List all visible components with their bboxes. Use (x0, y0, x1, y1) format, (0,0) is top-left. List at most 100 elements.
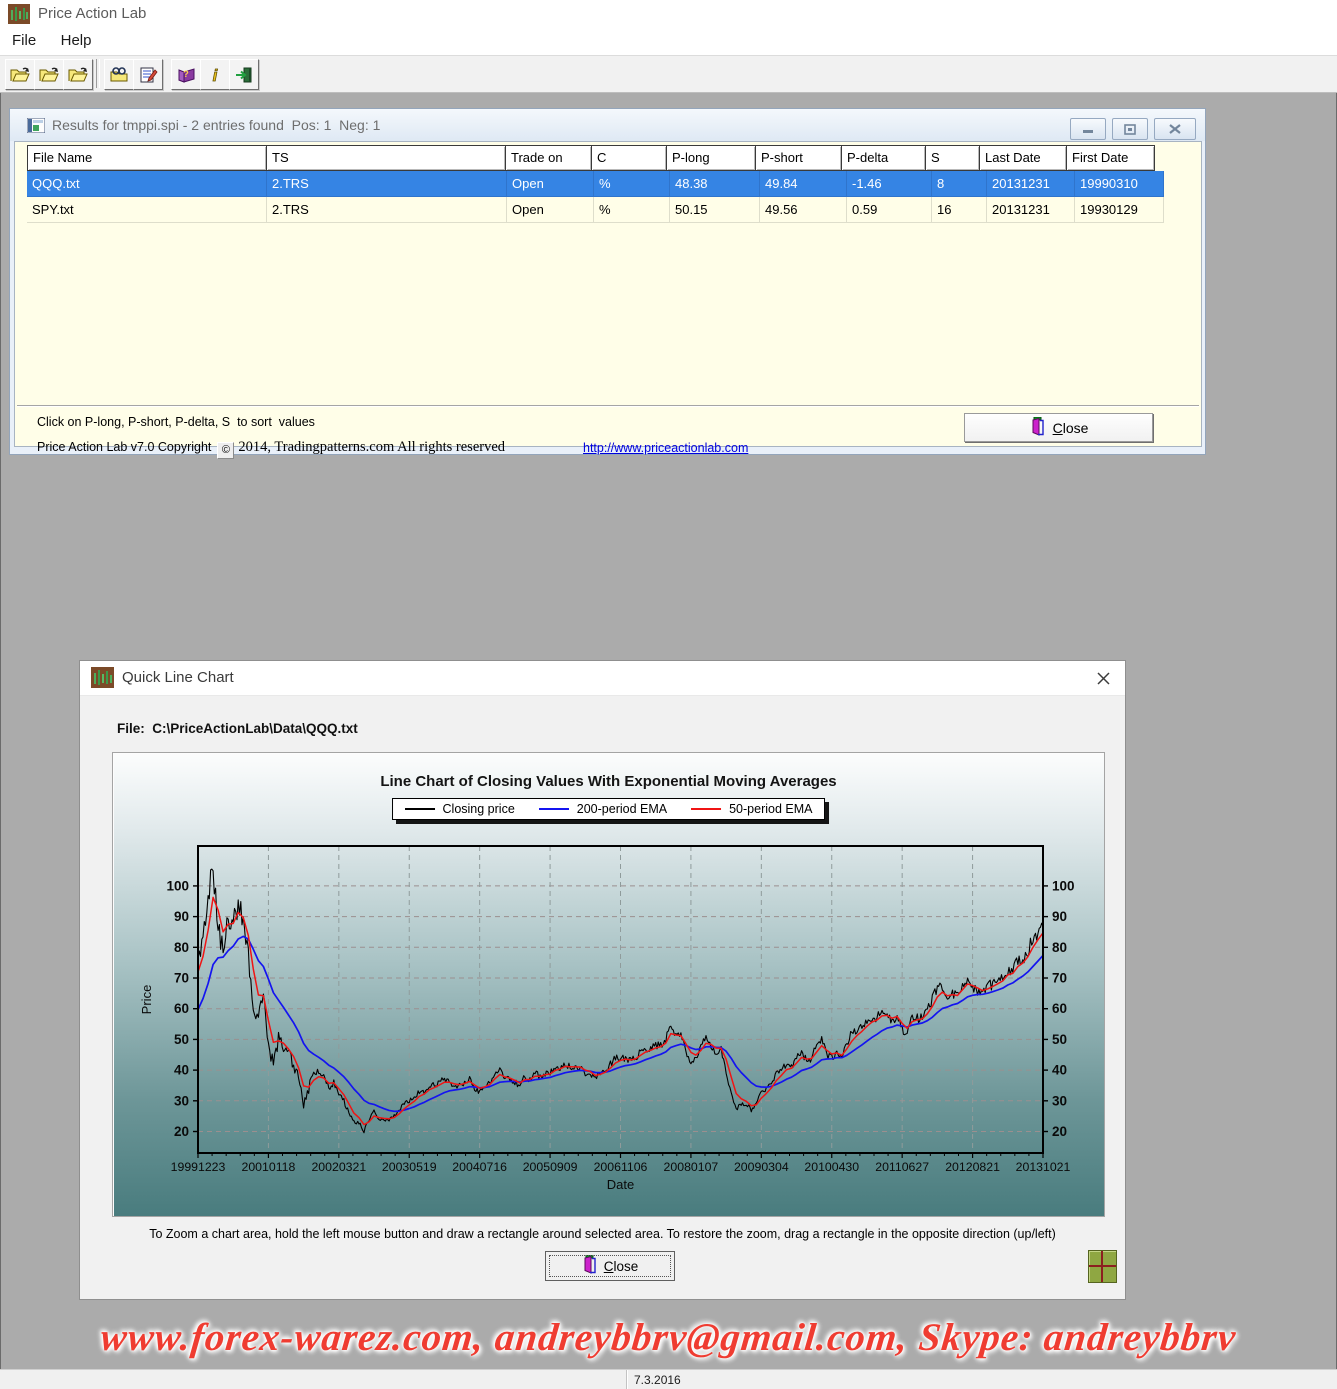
app-title: Price Action Lab (38, 5, 147, 22)
edit-report-button[interactable] (133, 59, 163, 90)
cell: % (594, 171, 670, 197)
open-file-button-2[interactable] (34, 59, 64, 90)
svg-text:30: 30 (1052, 1093, 1067, 1108)
results-window-title: Results for tmppi.spi - 2 entries found … (52, 117, 381, 133)
svg-text:20120821: 20120821 (945, 1160, 1000, 1174)
svg-text:30: 30 (174, 1093, 189, 1108)
column-header-c[interactable]: C (591, 145, 667, 171)
cell: Open (507, 171, 594, 197)
column-header-s[interactable]: S (925, 145, 980, 171)
chart-close-x-button[interactable] (1093, 669, 1113, 687)
column-header-ts[interactable]: TS (266, 145, 506, 171)
close-window-button[interactable] (1154, 118, 1196, 140)
help-book-button[interactable]: ? (171, 59, 201, 90)
svg-text:90: 90 (1052, 909, 1067, 924)
zoom-instruction-text: To Zoom a chart area, hold the left mous… (149, 1227, 1056, 1241)
app-titlebar[interactable]: Price Action Lab (0, 0, 1337, 28)
toolbar-separator (96, 59, 100, 88)
chart-close-button[interactable]: Close (545, 1251, 675, 1281)
column-header-last-date[interactable]: Last Date (979, 145, 1067, 171)
app-icon (8, 4, 30, 24)
svg-text:20020321: 20020321 (311, 1160, 366, 1174)
chart-legend: Closing price 200-period EMA 50-period EMA (391, 798, 826, 820)
legend-item-200-period-ema: 200-period EMA (538, 802, 667, 816)
cell: 0.59 (847, 197, 932, 223)
info-button[interactable]: i (200, 59, 230, 90)
chart-crosshair-button[interactable] (1088, 1250, 1117, 1283)
svg-text:20030519: 20030519 (382, 1160, 437, 1174)
legend-swatch (404, 808, 435, 810)
column-header-p-long[interactable]: P-long (666, 145, 756, 171)
chart-title: Line Chart of Closing Values With Expone… (380, 773, 837, 790)
menu-file[interactable]: File (12, 32, 37, 49)
status-segment (0, 1370, 627, 1389)
svg-text:50: 50 (174, 1032, 189, 1047)
chart-panel[interactable]: 20 20 30 30 40 40 50 50 60 60 70 70 80 80 90 90 100 100 19… (112, 752, 1105, 1217)
status-date: 7.3.2016 (634, 1373, 681, 1387)
priceactionlab-link[interactable]: http://www.priceactionlab.com (583, 441, 749, 455)
svg-text:20100430: 20100430 (804, 1160, 859, 1174)
open-file-button-3[interactable] (63, 59, 93, 90)
divider (17, 405, 1199, 407)
column-header-trade-on[interactable]: Trade on (505, 145, 592, 171)
cell: SPY.txt (27, 197, 267, 223)
table-row-qqq.txt[interactable]: QQQ.txt 2.TRS Open% 48.38 49.84 -1.46 8 2013123… (27, 171, 1164, 197)
cell: QQQ.txt (27, 171, 267, 197)
svg-text:?: ? (183, 69, 189, 79)
cell: Open (507, 197, 594, 223)
sort-hint-text: Click on P-long, P-short, P-delta, S to … (37, 415, 315, 429)
cell: 49.84 (760, 171, 847, 197)
table-row-spy.txt[interactable]: SPY.txt 2.TRS Open% 50.15 49.56 0.59 16 2013123… (27, 197, 1164, 223)
copyright-suffix: 2014, Tradingpatterns.com All rights res… (238, 439, 506, 455)
cell: 2.TRS (267, 171, 507, 197)
column-header-file-name[interactable]: File Name (27, 145, 267, 171)
svg-text:90: 90 (174, 909, 189, 924)
legend-swatch (538, 808, 569, 810)
cell: 48.38 (670, 171, 760, 197)
svg-text:20110627: 20110627 (875, 1160, 929, 1174)
column-header-p-delta[interactable]: P-delta (841, 145, 926, 171)
exit-button[interactable] (229, 59, 259, 90)
open-file-button-1[interactable] (5, 59, 35, 90)
svg-text:20080107: 20080107 (664, 1160, 719, 1174)
results-window-body: File Name TS Trade on C P-long P-short P-delta… (14, 141, 1202, 459)
scan-folder-button[interactable] (104, 59, 134, 90)
svg-text:20040716: 20040716 (452, 1160, 507, 1174)
chart-window-titlebar[interactable]: Quick Line Chart (80, 661, 1125, 696)
menu-help[interactable]: Help (60, 32, 92, 49)
quick-line-chart-window: Quick Line Chart File: C:\PriceActionLab… (79, 660, 1126, 1300)
results-window-icon (26, 117, 46, 134)
svg-text:i: i (213, 66, 219, 84)
maximize-button[interactable] (1112, 118, 1148, 140)
cell: % (594, 197, 670, 223)
cell: 50.15 (670, 197, 760, 223)
chart-file-label: File: C:\PriceActionLab\Data\QQQ.txt (117, 721, 358, 736)
results-window-titlebar[interactable]: Results for tmppi.spi - 2 entries found … (10, 109, 1205, 141)
cell: 19930129 (1075, 197, 1164, 223)
price-chart: 20 20 30 30 40 40 50 50 60 60 70 70 80 80 90 90 100 100 19… (139, 845, 1075, 1192)
svg-text:40: 40 (1052, 1063, 1067, 1078)
results-close-button[interactable]: Close (964, 413, 1153, 442)
cell: 20131231 (987, 171, 1075, 197)
cell: -1.46 (847, 171, 932, 197)
svg-text:19991223: 19991223 (171, 1160, 226, 1174)
svg-text:50: 50 (1052, 1032, 1067, 1047)
column-header-first-date[interactable]: First Date (1066, 145, 1155, 171)
svg-text:20010118: 20010118 (242, 1160, 296, 1174)
client-area: Results for tmppi.spi - 2 entries found … (0, 93, 1337, 1369)
chart-window-icon (91, 667, 114, 688)
legend-item-50-period-ema: 50-period EMA (691, 802, 812, 816)
svg-text:40: 40 (174, 1063, 189, 1078)
copyright-prefix: Price Action Lab v7.0 Copyright (37, 440, 212, 454)
chart-close-label: Close (603, 1258, 639, 1274)
svg-text:100: 100 (166, 878, 189, 893)
watermark-text: www.forex-warez.com, andreybbrv@gmail.co… (98, 1316, 1239, 1359)
status-bar: 7.3.2016 (0, 1369, 1337, 1389)
svg-text:Date: Date (607, 1177, 634, 1192)
cell: 2.TRS (267, 197, 507, 223)
results-table: File Name TS Trade on C P-long P-short P-delta… (27, 145, 1164, 223)
table-header-row: File Name TS Trade on C P-long P-short P-delta… (27, 145, 1164, 171)
column-header-p-short[interactable]: P-short (755, 145, 842, 171)
minimize-button[interactable] (1070, 118, 1106, 140)
